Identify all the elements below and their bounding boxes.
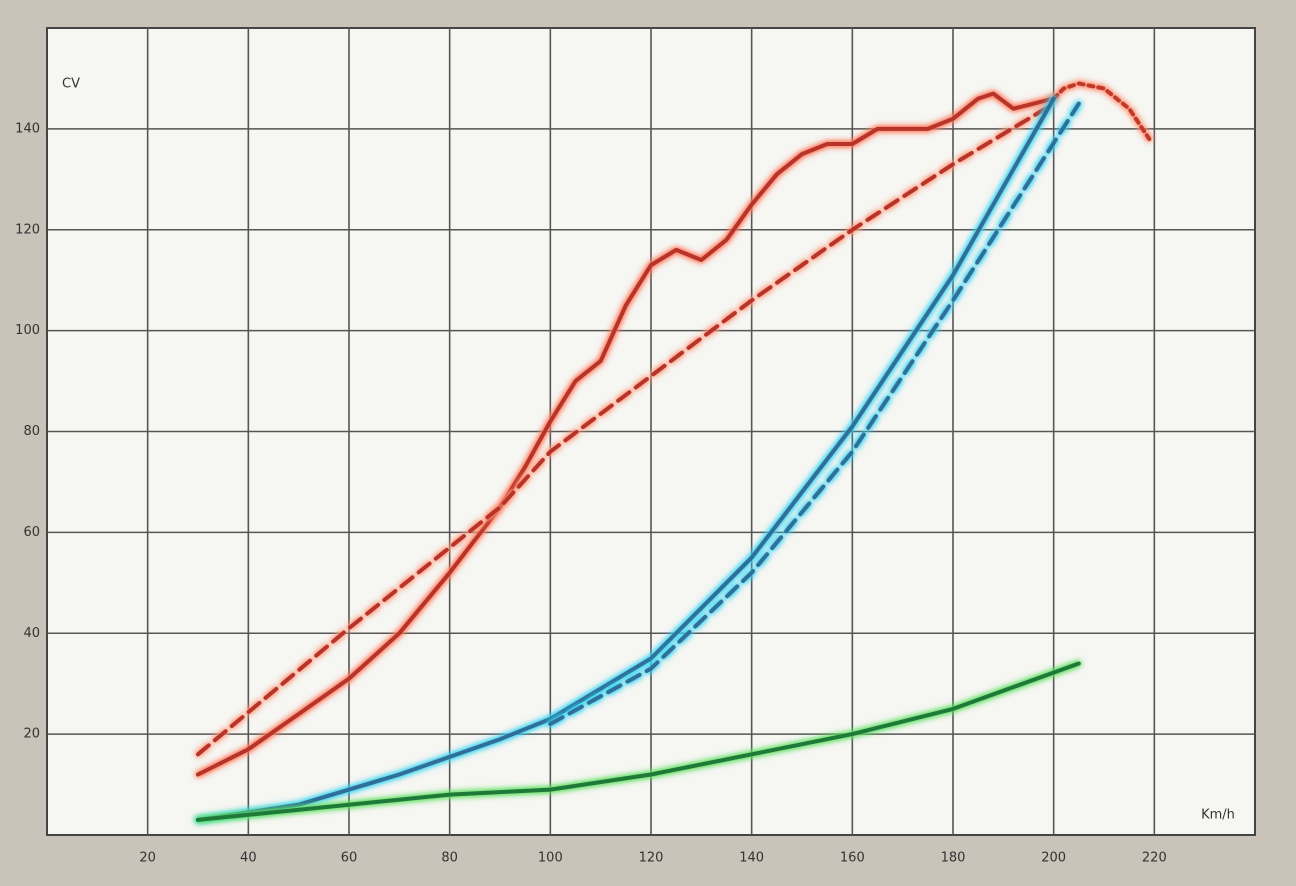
x-axis-label: Km/h (1201, 808, 1235, 823)
x-tick-label: 100 (538, 851, 563, 866)
line (548, 101, 1081, 726)
x-tick-label: 160 (840, 851, 865, 866)
x-tick-label: 60 (341, 851, 358, 866)
x-tick-label: 120 (639, 851, 664, 866)
x-tick-label: 220 (1142, 851, 1167, 866)
x-tick-label: 140 (739, 851, 764, 866)
y-tick-label: 140 (15, 121, 40, 136)
line (196, 91, 1056, 777)
y-tick-label: 20 (23, 727, 40, 742)
x-tick-label: 20 (139, 851, 156, 866)
x-tick-label: 200 (1041, 851, 1066, 866)
y-tick-label: 120 (15, 222, 40, 237)
line (196, 96, 1056, 822)
x-tick-label: 80 (441, 851, 458, 866)
x-tick-label: 40 (240, 851, 257, 866)
x-tick-label: 180 (941, 851, 966, 866)
y-tick-label: 40 (23, 626, 40, 641)
line (196, 661, 1081, 822)
line (1051, 81, 1152, 141)
y-tick-label: 60 (23, 525, 40, 540)
y-tick-label: 80 (23, 424, 40, 439)
y-axis-label: CV (62, 77, 80, 92)
y-tick-label: 100 (15, 323, 40, 338)
